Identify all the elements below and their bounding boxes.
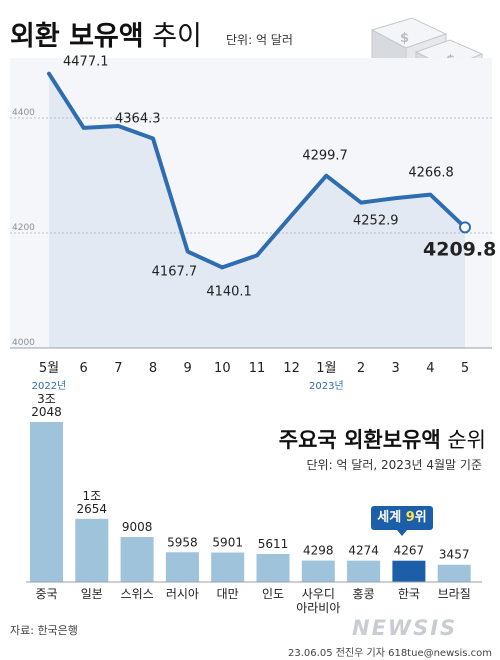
newsis-logo: NEWSIS bbox=[352, 616, 458, 640]
x-tick-label: 2 bbox=[357, 361, 365, 376]
x-tick-label: 7 bbox=[114, 361, 122, 376]
point-label: 4299.7 bbox=[302, 149, 348, 164]
y-tick-label: 4200 bbox=[12, 223, 35, 233]
bar bbox=[120, 537, 154, 582]
x-tick-label: 5 bbox=[461, 361, 469, 376]
bar bbox=[165, 552, 199, 582]
value-label: 9008 bbox=[122, 520, 153, 534]
x-tick-label: 11 bbox=[249, 361, 266, 376]
year-label: 2022년 bbox=[32, 380, 67, 392]
bar bbox=[211, 552, 245, 582]
value-label: 5901 bbox=[212, 536, 243, 550]
title-bold: 외환 보유액 bbox=[10, 21, 144, 52]
value-label: 3조 bbox=[37, 392, 56, 406]
bar bbox=[30, 422, 63, 582]
point-label: 4364.3 bbox=[115, 112, 161, 127]
bar-title-light: 순위 bbox=[440, 428, 486, 452]
point-label: 4140.1 bbox=[206, 284, 252, 299]
category-label: 대만 bbox=[217, 587, 239, 601]
bar bbox=[301, 560, 335, 582]
category-label: 브라질 bbox=[438, 587, 471, 601]
source-note: 자료: 한국은행 bbox=[10, 624, 78, 637]
category-label: 중국 bbox=[35, 587, 57, 601]
x-tick-label: 9 bbox=[184, 361, 192, 376]
credit-line: 23.06.05 전진우 기자 618tue@newsis.com bbox=[288, 648, 492, 659]
year-label: 2023년 bbox=[309, 380, 344, 392]
category-label: 일본 bbox=[81, 587, 103, 601]
x-tick-label: 4 bbox=[426, 361, 434, 376]
category-label: 한국 bbox=[398, 587, 420, 601]
value-label: 2654 bbox=[77, 502, 108, 516]
value-label: 4267 bbox=[394, 544, 425, 558]
value-label: 5958 bbox=[167, 535, 198, 549]
bar-title-bold: 주요국 외환보유액 bbox=[278, 428, 441, 452]
badge-rank: 9 bbox=[405, 510, 415, 525]
point-label: 4252.9 bbox=[353, 214, 399, 229]
category-label: 러시아 bbox=[166, 587, 199, 601]
line-chart: 4000 4200 4400 4477.1 4364.3 4167.7 4140.1 4299… bbox=[10, 55, 496, 392]
badge-suffix: 위 bbox=[414, 510, 427, 525]
bar bbox=[347, 560, 381, 582]
world-rank-badge: 세계 9위 bbox=[371, 506, 433, 536]
bar bbox=[75, 518, 109, 582]
bar-chart-unit: 단위: 억 달러, 2023년 4월말 기준 bbox=[306, 458, 482, 472]
bar-chart-title: 주요국 외환보유액 순위 bbox=[279, 424, 486, 454]
value-label: 2048 bbox=[31, 405, 62, 419]
last-point-marker bbox=[459, 221, 471, 234]
category-label: 아라비아 bbox=[296, 601, 340, 615]
title-light: 추이 bbox=[143, 21, 202, 52]
x-tick-label: 10 bbox=[214, 361, 231, 376]
y-tick-label: 4000 bbox=[12, 338, 35, 348]
category-label: 사우디 bbox=[302, 587, 335, 601]
x-tick-label: 12 bbox=[283, 361, 300, 376]
bar bbox=[437, 564, 471, 582]
category-label: 인도 bbox=[262, 587, 284, 601]
x-tick-label: 5월 bbox=[39, 361, 59, 376]
value-label: 5611 bbox=[258, 537, 289, 551]
value-label: 4274 bbox=[348, 544, 379, 558]
series-line bbox=[47, 71, 467, 270]
point-label: 4477.1 bbox=[63, 55, 109, 70]
bar bbox=[256, 553, 290, 582]
value-label: 3457 bbox=[439, 548, 470, 562]
category-label: 홍콩 bbox=[353, 587, 375, 601]
line-chart-title: 외환 보유액 추이 bbox=[10, 14, 202, 53]
badge-prefix: 세계 bbox=[377, 510, 406, 525]
x-tick-label: 6 bbox=[80, 361, 88, 376]
dollar-sign-icon: $ bbox=[400, 31, 409, 46]
point-label: 4266.8 bbox=[408, 166, 454, 181]
category-label: 스위스 bbox=[121, 587, 154, 601]
value-label: 1조 bbox=[82, 489, 101, 503]
point-label: 4209.8 bbox=[423, 238, 496, 260]
x-tick-label: 1월 bbox=[316, 361, 336, 376]
x-tick-label: 8 bbox=[149, 361, 157, 376]
line-chart-unit: 단위: 억 달러 bbox=[226, 33, 293, 47]
y-tick-label: 4400 bbox=[12, 108, 35, 118]
value-label: 4298 bbox=[303, 544, 334, 558]
point-label: 4167.7 bbox=[152, 265, 198, 280]
x-tick-label: 3 bbox=[392, 361, 400, 376]
bar bbox=[392, 560, 426, 582]
